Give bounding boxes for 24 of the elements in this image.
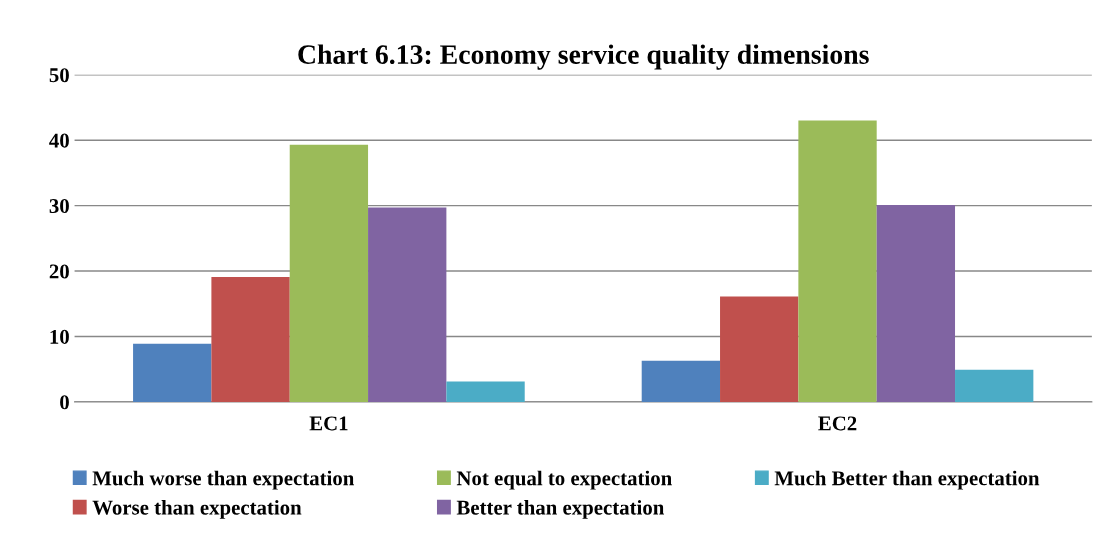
legend-label: Better than expectation (456, 499, 665, 519)
y-tick-label: 30 (49, 199, 69, 214)
bar (641, 360, 721, 402)
y-tick-label: 20 (49, 264, 69, 279)
x-tick-label: EC1 (309, 416, 348, 431)
bar (720, 296, 799, 402)
bar (289, 144, 369, 402)
legend-label: Worse than expectation (92, 499, 302, 519)
legend-label: Not equal to expectation (456, 470, 672, 490)
y-tick-label: 50 (49, 68, 69, 83)
y-tick-label: 10 (50, 329, 69, 344)
bar (368, 207, 447, 402)
legend-label: Much Better than expectation (774, 470, 1040, 490)
y-tick-label: 0 (60, 395, 69, 410)
bar (798, 120, 877, 402)
x-tick-label: EC2 (818, 416, 857, 431)
bar (446, 381, 525, 402)
bar (133, 343, 212, 402)
y-tick-label: 40 (49, 133, 69, 148)
bar (876, 204, 956, 402)
bar (211, 276, 290, 402)
bar (955, 369, 1034, 402)
chart-title: Chart 6.13: Economy service quality dimensions (298, 44, 869, 70)
legend-label: Much worse than expectation (92, 470, 355, 490)
